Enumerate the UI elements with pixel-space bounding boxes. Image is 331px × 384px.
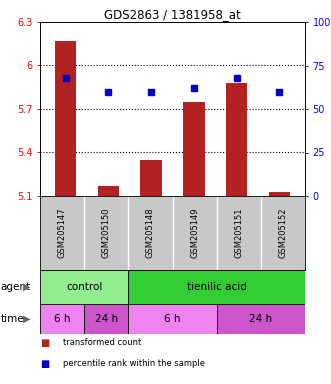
Bar xyxy=(40,304,84,334)
Bar xyxy=(40,270,128,304)
Text: ▶: ▶ xyxy=(23,314,30,324)
Text: control: control xyxy=(66,282,102,292)
Text: percentile rank within the sample: percentile rank within the sample xyxy=(63,359,205,368)
Text: transformed count: transformed count xyxy=(63,338,141,347)
Text: ■: ■ xyxy=(40,359,49,369)
Text: 6 h: 6 h xyxy=(164,314,181,324)
Text: GSM205151: GSM205151 xyxy=(234,208,243,258)
Bar xyxy=(128,304,217,334)
Title: GDS2863 / 1381958_at: GDS2863 / 1381958_at xyxy=(104,8,241,21)
Bar xyxy=(140,160,162,196)
Bar xyxy=(84,304,128,334)
Bar xyxy=(269,192,290,196)
Text: GSM205148: GSM205148 xyxy=(146,208,155,258)
Bar xyxy=(128,270,305,304)
Text: time: time xyxy=(0,314,24,324)
Text: ▶: ▶ xyxy=(23,282,30,292)
Text: 24 h: 24 h xyxy=(95,314,118,324)
Text: GSM205147: GSM205147 xyxy=(58,208,67,258)
Text: agent: agent xyxy=(0,282,30,292)
Text: tienilic acid: tienilic acid xyxy=(187,282,247,292)
Bar xyxy=(183,102,205,196)
Bar xyxy=(217,304,305,334)
Text: GSM205150: GSM205150 xyxy=(102,208,111,258)
Text: 24 h: 24 h xyxy=(249,314,272,324)
Bar xyxy=(226,83,247,196)
Text: 6 h: 6 h xyxy=(54,314,70,324)
Bar xyxy=(98,186,119,196)
Text: GSM205149: GSM205149 xyxy=(190,208,199,258)
Bar xyxy=(55,41,76,196)
Text: GSM205152: GSM205152 xyxy=(278,208,287,258)
Text: ■: ■ xyxy=(40,338,49,348)
